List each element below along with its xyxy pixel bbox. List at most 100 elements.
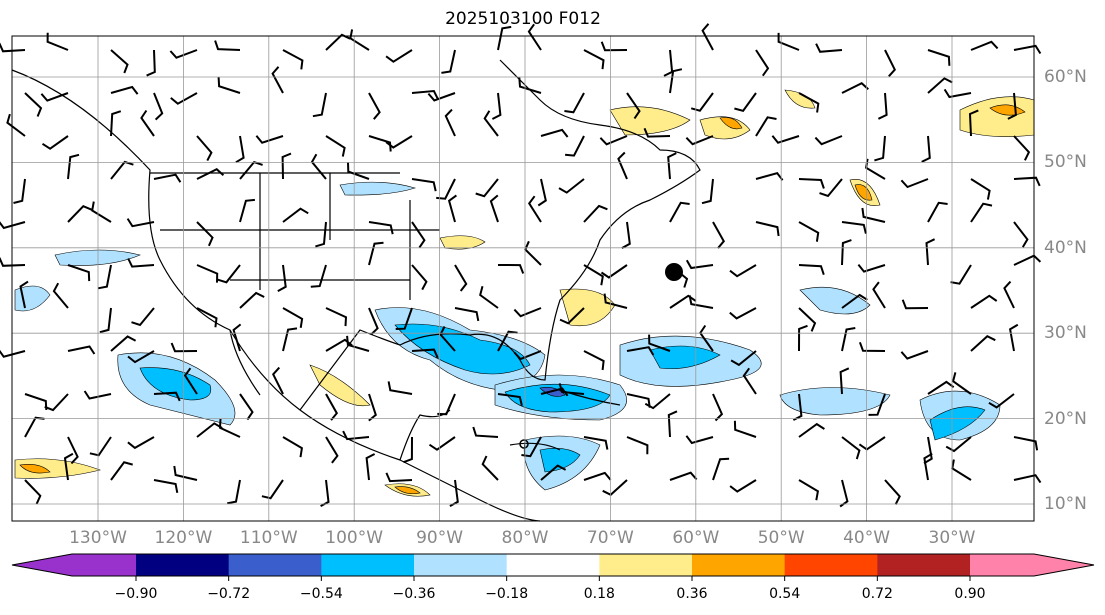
wind-barb [669, 471, 698, 481]
wind-barb [626, 436, 649, 455]
lon-label: 50°W [757, 528, 805, 548]
wind-barb [865, 158, 886, 180]
wind-barb [385, 135, 413, 149]
wind-barb [183, 367, 198, 395]
wind-barb [729, 479, 757, 493]
wind-barb [583, 436, 609, 450]
wind-barb [970, 40, 999, 51]
wind-barb [483, 110, 499, 137]
wind-barb [537, 178, 547, 207]
wind-barb [63, 452, 74, 481]
wind-barb [884, 479, 901, 505]
wind-barb [232, 323, 242, 352]
wind-barb [395, 307, 413, 330]
wind-barb [798, 221, 820, 242]
wind-barb [214, 40, 241, 51]
wind-barb [669, 201, 690, 223]
wind-barb [320, 479, 330, 507]
colorbar-tick-label: −0.54 [299, 586, 343, 602]
wind-barb [729, 307, 757, 320]
wind-barb [0, 42, 26, 53]
wind-barb [441, 49, 456, 74]
lon-label: 30°W [928, 528, 976, 548]
colorbar-tick-label: −0.36 [392, 586, 436, 602]
wind-barb [968, 109, 979, 137]
wind-barb [513, 307, 542, 318]
wind-barb [217, 264, 241, 284]
wind-barb [239, 393, 254, 421]
wind-barb [444, 108, 456, 137]
colorbar-tick-label: 0.90 [954, 586, 986, 602]
wind-barb [701, 23, 714, 51]
wind-barb [497, 393, 523, 406]
wind-barb [282, 436, 303, 458]
wind-barb [312, 92, 327, 118]
colorbar-tick-label: −0.90 [114, 586, 158, 602]
wind-barb [798, 178, 825, 189]
wind-barb [67, 345, 96, 355]
wind-barb [255, 135, 284, 144]
wind-barb [712, 221, 726, 249]
wind-barb [153, 391, 181, 402]
wind-barb [0, 257, 26, 267]
wind-barb [387, 381, 413, 395]
storm-center-marker [665, 263, 683, 281]
wind-barb [281, 152, 292, 180]
wind-barb [841, 436, 861, 460]
wind-barb [1013, 135, 1031, 161]
wind-barb [540, 387, 569, 397]
wind-barb [900, 178, 929, 189]
wind-barb [901, 299, 929, 310]
wind-barb [927, 49, 951, 66]
colorbar-segment [228, 554, 322, 576]
wind-barb [558, 178, 585, 194]
lon-label: 90°W [416, 528, 464, 548]
colorbar-segment [506, 554, 600, 576]
wind-barb [325, 436, 339, 464]
wind-barb [841, 221, 867, 234]
lat-label: 30°N [1044, 323, 1087, 344]
colorbar-segment [136, 554, 230, 576]
wind-barb [858, 341, 886, 352]
wind-barb [325, 135, 346, 157]
wind-barb [196, 167, 225, 180]
wind-barb [771, 135, 800, 144]
wind-barb [521, 436, 542, 458]
wind-barb [900, 350, 929, 360]
wind-barb [755, 49, 770, 77]
wind-barb [235, 135, 245, 164]
wind-barb [970, 294, 998, 309]
wind-barb [857, 263, 886, 273]
map-title: 2025103100 F012 [445, 9, 601, 29]
wind-barb [110, 461, 133, 481]
colorbar-tick-label: 0.72 [861, 586, 893, 602]
wind-barb [734, 92, 757, 112]
colorbar-segment [692, 554, 786, 576]
colorbar-segment [970, 554, 1094, 576]
wind-barb [196, 221, 214, 247]
lon-label: 40°W [843, 528, 891, 548]
wind-barb [513, 350, 542, 361]
wind-barb [368, 135, 392, 152]
wind-barb [153, 92, 164, 121]
wind-barb [99, 307, 112, 334]
wind-barb [540, 128, 569, 138]
graticule [12, 36, 1034, 521]
wind-barb [19, 280, 29, 309]
wind-barb [927, 380, 955, 395]
wind-barb [110, 335, 137, 352]
wind-barb [0, 349, 26, 358]
wind-barb [943, 88, 972, 99]
wind-barb [1013, 176, 1041, 187]
lat-label: 10°N [1044, 494, 1087, 514]
wind-barb [970, 334, 996, 352]
wind-barb [146, 49, 156, 77]
wind-barb [1013, 221, 1029, 248]
wind-barb [271, 366, 284, 395]
storm-marker [519, 439, 529, 449]
wind-barb [945, 436, 972, 453]
wind-barb [411, 89, 439, 100]
wind-barb [170, 92, 198, 105]
lon-label: 60°W [672, 528, 720, 548]
wind-barb [839, 367, 850, 395]
